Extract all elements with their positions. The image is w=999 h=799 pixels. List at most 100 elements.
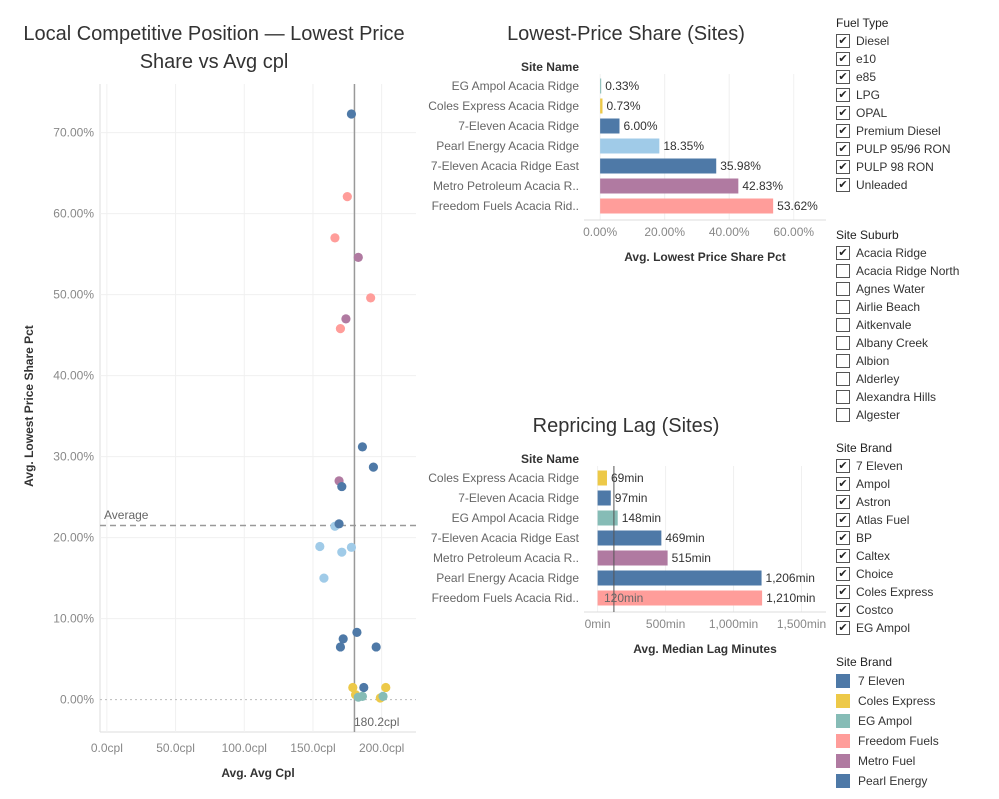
scatter-point[interactable]	[342, 191, 352, 202]
filter-option-alexandra-hills[interactable]: Alexandra Hills	[836, 388, 996, 406]
legend-item-coles-express[interactable]: Coles Express	[836, 691, 996, 711]
scatter-point[interactable]	[319, 573, 329, 583]
checkbox[interactable]	[836, 318, 850, 332]
bar[interactable]	[597, 530, 662, 546]
legend-item-metro-fuel[interactable]: Metro Fuel	[836, 751, 996, 771]
scatter-point[interactable]	[366, 293, 376, 303]
checkbox[interactable]: ✔	[836, 459, 850, 473]
filter-option-alderley[interactable]: Alderley	[836, 370, 996, 388]
filter-option-algester[interactable]: Algester	[836, 406, 996, 424]
filter-option-pulp-95-96-ron[interactable]: ✔ PULP 95/96 RON	[836, 140, 996, 158]
bar[interactable]	[597, 470, 607, 486]
filter-option-diesel[interactable]: ✔ Diesel	[836, 32, 996, 50]
checkbox[interactable]: ✔	[836, 88, 850, 102]
checkbox[interactable]	[836, 300, 850, 314]
checkbox[interactable]: ✔	[836, 603, 850, 617]
scatter-point[interactable]	[338, 634, 348, 644]
bar[interactable]	[600, 158, 717, 174]
checkbox[interactable]	[836, 264, 850, 278]
checkbox[interactable]: ✔	[836, 178, 850, 192]
filter-option-costco[interactable]: ✔ Costco	[836, 601, 996, 619]
scatter-point[interactable]	[368, 462, 379, 472]
checkbox[interactable]	[836, 390, 850, 404]
filter-option-choice[interactable]: ✔ Choice	[836, 565, 996, 583]
scatter-point[interactable]	[357, 442, 368, 452]
checkbox[interactable]: ✔	[836, 34, 850, 48]
bar[interactable]	[600, 198, 774, 214]
checkbox[interactable]: ✔	[836, 549, 850, 563]
checkbox[interactable]: ✔	[836, 513, 850, 527]
scatter-point[interactable]	[335, 324, 346, 334]
scatter-point[interactable]	[337, 481, 347, 492]
filter-option-coles-express[interactable]: ✔ Coles Express	[836, 583, 996, 601]
bar[interactable]	[600, 178, 739, 194]
checkbox[interactable]: ✔	[836, 124, 850, 138]
filter-option-eg-ampol[interactable]: ✔ EG Ampol	[836, 619, 996, 637]
site-suburb-list[interactable]: ✔ Acacia Ridge Acacia Ridge North Agnes Wat…	[836, 244, 996, 424]
scatter-point[interactable]	[330, 233, 340, 243]
legend-item-7-eleven[interactable]: 7 Eleven	[836, 671, 996, 691]
filter-option-airlie-beach[interactable]: Airlie Beach	[836, 298, 996, 316]
filter-option-ampol[interactable]: ✔ Ampol	[836, 475, 996, 493]
checkbox[interactable]	[836, 354, 850, 368]
filter-option-atlas-fuel[interactable]: ✔ Atlas Fuel	[836, 511, 996, 529]
scatter-point[interactable]	[335, 642, 346, 652]
bar[interactable]	[597, 590, 763, 606]
bar[interactable]	[600, 78, 602, 94]
scatter-point[interactable]	[337, 547, 347, 557]
filter-option-7-eleven[interactable]: ✔ 7 Eleven	[836, 457, 996, 475]
bar[interactable]	[600, 138, 660, 154]
filter-option-premium-diesel[interactable]: ✔ Premium Diesel	[836, 122, 996, 140]
bar[interactable]	[597, 510, 618, 526]
filter-option-pulp-98-ron[interactable]: ✔ PULP 98 RON	[836, 158, 996, 176]
bar[interactable]	[597, 570, 762, 586]
filter-option-aitkenvale[interactable]: Aitkenvale	[836, 316, 996, 334]
checkbox[interactable]: ✔	[836, 495, 850, 509]
checkbox[interactable]: ✔	[836, 160, 850, 174]
scatter-point[interactable]	[341, 314, 351, 324]
filter-option-lpg[interactable]: ✔ LPG	[836, 86, 996, 104]
legend-item-freedom-fuels[interactable]: Freedom Fuels	[836, 731, 996, 751]
filter-option-agnes-water[interactable]: Agnes Water	[836, 280, 996, 298]
scatter-point[interactable]	[346, 109, 357, 119]
filter-option-caltex[interactable]: ✔ Caltex	[836, 547, 996, 565]
filter-option-acacia-ridge[interactable]: ✔ Acacia Ridge	[836, 244, 996, 262]
checkbox[interactable]: ✔	[836, 142, 850, 156]
filter-option-albion[interactable]: Albion	[836, 352, 996, 370]
filter-option-unleaded[interactable]: ✔ Unleaded	[836, 176, 996, 194]
legend-item-pearl-energy[interactable]: Pearl Energy	[836, 771, 996, 791]
scatter-point[interactable]	[346, 542, 357, 552]
scatter-point[interactable]	[348, 682, 358, 693]
scatter-chart[interactable]: Local Competitive Position — Lowest Pric…	[0, 0, 420, 799]
scatter-point[interactable]	[378, 691, 388, 701]
checkbox[interactable]: ✔	[836, 531, 850, 545]
scatter-point[interactable]	[371, 642, 381, 652]
scatter-point[interactable]	[334, 519, 344, 529]
checkbox[interactable]	[836, 336, 850, 350]
scatter-point[interactable]	[381, 682, 391, 693]
filter-option-bp[interactable]: ✔ BP	[836, 529, 996, 547]
bar[interactable]	[597, 550, 668, 566]
bar[interactable]	[600, 118, 620, 134]
filter-option-e85[interactable]: ✔ e85	[836, 68, 996, 86]
scatter-point[interactable]	[357, 691, 368, 701]
filter-option-albany-creek[interactable]: Albany Creek	[836, 334, 996, 352]
checkbox[interactable]: ✔	[836, 246, 850, 260]
checkbox[interactable]: ✔	[836, 567, 850, 581]
bar[interactable]	[597, 490, 611, 506]
checkbox[interactable]: ✔	[836, 52, 850, 66]
legend-item-eg-ampol[interactable]: EG Ampol	[836, 711, 996, 731]
bar[interactable]	[600, 98, 603, 114]
site-brand-list[interactable]: ✔ 7 Eleven ✔ Ampol ✔ Astron ✔ Atlas Fuel ✔ BP ✔ Cal…	[836, 457, 996, 637]
scatter-point[interactable]	[315, 541, 325, 552]
checkbox[interactable]	[836, 408, 850, 422]
scatter-point[interactable]	[359, 682, 369, 693]
filter-option-opal[interactable]: ✔ OPAL	[836, 104, 996, 122]
checkbox[interactable]: ✔	[836, 70, 850, 84]
checkbox[interactable]	[836, 282, 850, 296]
checkbox[interactable]: ✔	[836, 477, 850, 491]
checkbox[interactable]	[836, 372, 850, 386]
filter-option-e10[interactable]: ✔ e10	[836, 50, 996, 68]
filter-option-acacia-ridge-north[interactable]: Acacia Ridge North	[836, 262, 996, 280]
scatter-point[interactable]	[353, 252, 363, 262]
